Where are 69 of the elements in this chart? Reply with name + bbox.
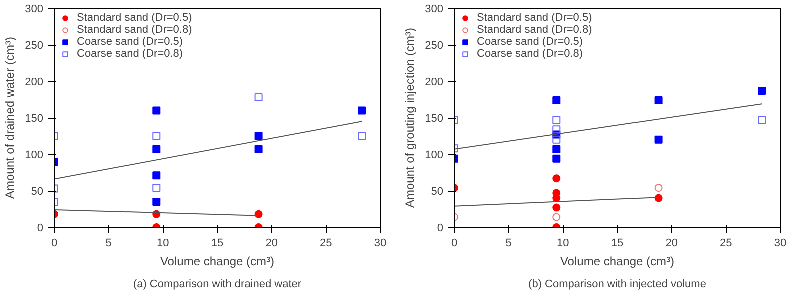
legend-label: Standard sand (Dr=0.8) bbox=[77, 24, 192, 36]
point bbox=[254, 94, 263, 102]
x-tick-label: 15 bbox=[611, 238, 624, 250]
y-tick-label: 0 bbox=[437, 222, 444, 234]
legend-label: Standard sand (Dr=0.5) bbox=[77, 12, 192, 24]
y-tick-label: 300 bbox=[25, 4, 44, 16]
x-tick-label: 0 bbox=[451, 238, 458, 250]
point bbox=[552, 204, 561, 212]
x-tick-label: 5 bbox=[506, 238, 512, 250]
point bbox=[152, 106, 161, 115]
point bbox=[358, 106, 366, 115]
point bbox=[552, 145, 561, 154]
x-tick-label: 10 bbox=[557, 238, 570, 250]
y-tick-label: 100 bbox=[425, 150, 444, 162]
legend-label: Coarse sand (Dr=0.8) bbox=[477, 48, 584, 60]
y-axis-title: Amount of drained water (cm³) bbox=[3, 36, 18, 200]
x-tick-label: 0 bbox=[51, 238, 58, 250]
point bbox=[552, 126, 561, 134]
legend-label: Standard sand (Dr=0.5) bbox=[477, 12, 592, 24]
point bbox=[552, 174, 561, 183]
x-tick-label: 25 bbox=[320, 238, 332, 250]
y-tick-label: 50 bbox=[431, 186, 444, 198]
x-axis-title: Volume change (cm³) bbox=[160, 254, 275, 268]
point bbox=[552, 154, 561, 163]
y-axis-title: Amount of grouting injection (cm³) bbox=[403, 28, 418, 208]
point bbox=[552, 213, 561, 222]
point bbox=[254, 132, 263, 140]
y-tick-label: 100 bbox=[25, 150, 44, 162]
point bbox=[152, 198, 161, 206]
legend-label: Coarse sand (Dr=0.5) bbox=[477, 36, 584, 48]
point bbox=[552, 96, 561, 104]
text: (a) Comparison with drained water bbox=[133, 278, 302, 290]
x-tick-label: 30 bbox=[774, 238, 787, 250]
point bbox=[152, 145, 161, 154]
point bbox=[654, 96, 663, 104]
x-tick-label: 25 bbox=[720, 238, 732, 250]
x-tick-label: 10 bbox=[157, 238, 170, 250]
y-tick-label: 150 bbox=[25, 113, 44, 125]
point bbox=[552, 116, 561, 124]
point bbox=[254, 145, 263, 154]
point bbox=[552, 136, 561, 144]
point bbox=[654, 194, 663, 202]
x-tick-label: 15 bbox=[211, 238, 224, 250]
point bbox=[152, 132, 161, 140]
point bbox=[152, 184, 161, 192]
y-tick-label: 250 bbox=[425, 40, 444, 52]
point bbox=[758, 116, 766, 124]
y-tick-label: 150 bbox=[425, 113, 444, 125]
y-tick-label: 50 bbox=[31, 186, 44, 198]
point bbox=[758, 86, 766, 95]
y-tick-label: 250 bbox=[25, 40, 44, 52]
x-tick-label: 20 bbox=[266, 238, 278, 250]
legend-label: Coarse sand (Dr=0.8) bbox=[77, 48, 184, 60]
x-tick-label: 5 bbox=[106, 238, 112, 250]
point bbox=[358, 132, 366, 140]
legend-label: Coarse sand (Dr=0.5) bbox=[77, 36, 184, 48]
x-tick-label: 20 bbox=[666, 238, 678, 250]
text: (b) Comparison with injected volume bbox=[528, 278, 706, 290]
legend-label: Standard sand (Dr=0.8) bbox=[477, 24, 592, 36]
y-tick-label: 0 bbox=[37, 222, 44, 234]
y-tick-label: 300 bbox=[425, 4, 444, 16]
point bbox=[254, 210, 263, 218]
point bbox=[152, 172, 161, 180]
point bbox=[654, 184, 663, 192]
x-axis-title: Volume change (cm³) bbox=[560, 254, 675, 268]
y-tick-label: 200 bbox=[25, 76, 44, 88]
x-tick-label: 30 bbox=[374, 238, 387, 250]
point bbox=[654, 136, 663, 144]
y-tick-label: 200 bbox=[425, 76, 444, 88]
